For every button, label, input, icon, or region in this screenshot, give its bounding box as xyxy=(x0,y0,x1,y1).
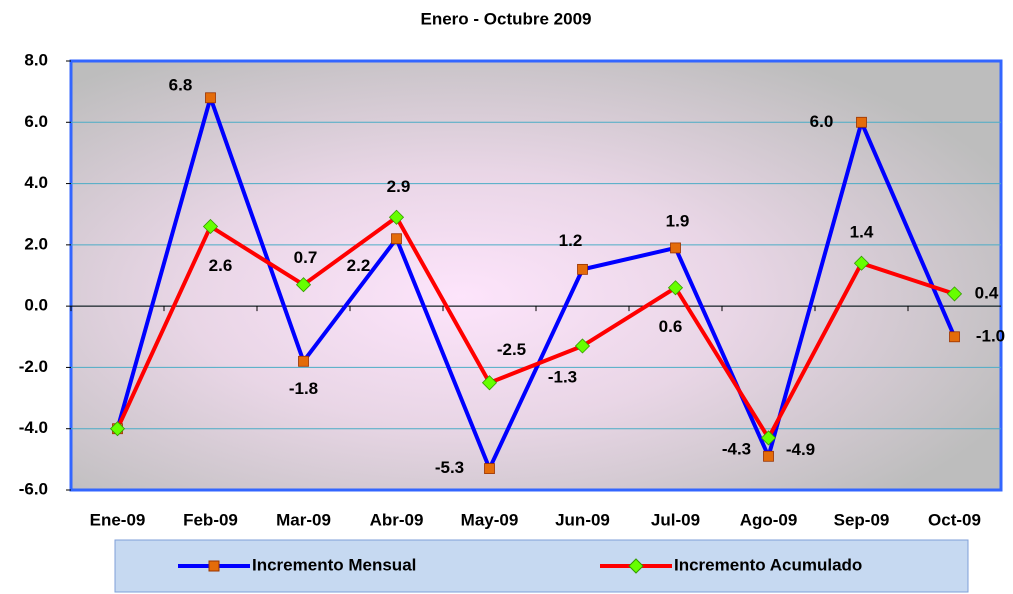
y-tick-label: -6.0 xyxy=(19,479,48,498)
y-tick-label: 8.0 xyxy=(24,50,48,69)
y-tick-label: 0.0 xyxy=(24,296,48,315)
marker xyxy=(484,463,495,474)
legend-label: Incremento Mensual xyxy=(252,555,416,574)
data-label: -5.3 xyxy=(435,458,464,477)
x-tick-label: May-09 xyxy=(461,510,519,529)
legend-marker xyxy=(208,560,220,572)
data-label: 0.6 xyxy=(659,317,683,336)
y-tick-label: 2.0 xyxy=(24,234,48,253)
series-line xyxy=(115,95,957,471)
x-tick-label: Ene-09 xyxy=(90,510,146,529)
marker xyxy=(946,286,963,302)
data-label: 2.2 xyxy=(347,256,371,275)
marker xyxy=(763,450,774,462)
plot-area xyxy=(69,59,1003,492)
legend xyxy=(114,539,969,593)
marker xyxy=(670,242,681,254)
marker xyxy=(109,421,126,437)
marker xyxy=(388,209,405,225)
marker xyxy=(202,218,219,235)
y-tick-label: -4.0 xyxy=(19,418,48,437)
marker xyxy=(667,280,684,296)
data-label: 0.4 xyxy=(975,283,999,302)
y-tick-label: -2.0 xyxy=(19,357,48,376)
marker xyxy=(481,375,498,391)
data-label: 0.7 xyxy=(294,248,318,267)
x-tick-label: Jun-09 xyxy=(555,510,610,529)
marker xyxy=(949,331,960,343)
data-label: 6.8 xyxy=(169,75,193,94)
x-tick-label: Jul-09 xyxy=(651,510,700,529)
data-label: 2.9 xyxy=(387,177,411,196)
marker xyxy=(853,255,870,271)
x-tick-label: Mar-09 xyxy=(276,510,331,529)
data-label: 1.4 xyxy=(850,223,874,242)
x-tick-label: Abr-09 xyxy=(370,510,424,529)
x-tick-label: Sep-09 xyxy=(834,510,890,529)
marker xyxy=(298,355,309,367)
marker xyxy=(574,338,591,354)
legend-label: Incremento Acumulado xyxy=(674,555,862,574)
y-tick-label: 4.0 xyxy=(24,173,48,192)
data-label: 6.0 xyxy=(810,112,834,131)
marker xyxy=(295,277,312,293)
data-label: 2.6 xyxy=(209,256,233,275)
legend-marker xyxy=(628,558,644,574)
data-label: -4.9 xyxy=(786,440,815,459)
data-label: -2.5 xyxy=(497,340,526,359)
series-line xyxy=(115,215,956,440)
data-label: -1.8 xyxy=(289,379,318,398)
data-label: 1.2 xyxy=(559,231,583,250)
marker xyxy=(856,116,867,128)
data-label: -1.3 xyxy=(548,367,577,386)
chart-title: Enero - Octubre 2009 xyxy=(420,9,591,28)
marker xyxy=(391,233,402,245)
marker xyxy=(760,430,777,446)
marker xyxy=(205,92,216,104)
data-label: -1.0 xyxy=(976,326,1005,345)
data-label: 1.9 xyxy=(666,211,690,230)
marker xyxy=(577,263,588,275)
x-tick-label: Oct-09 xyxy=(928,510,981,529)
x-tick-label: Feb-09 xyxy=(183,510,238,529)
data-label: -4.3 xyxy=(722,439,751,458)
y-tick-label: 6.0 xyxy=(24,112,48,131)
x-tick-label: Ago-09 xyxy=(740,510,798,529)
